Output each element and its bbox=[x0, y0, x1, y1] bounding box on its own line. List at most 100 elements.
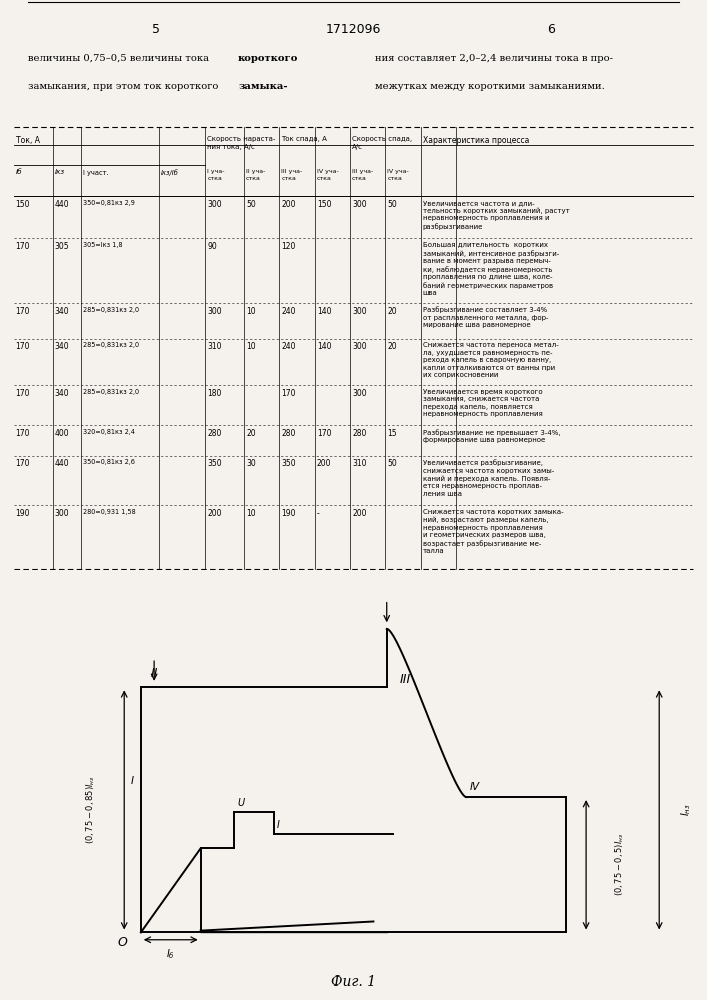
Text: величины 0,75–0,5 величины тока: величины 0,75–0,5 величины тока bbox=[28, 54, 213, 63]
Text: 285=0,831кз 2,0: 285=0,831кз 2,0 bbox=[83, 389, 139, 395]
Text: 170: 170 bbox=[16, 342, 30, 351]
Text: 305=Iкз 1,8: 305=Iкз 1,8 bbox=[83, 242, 122, 248]
Text: 180: 180 bbox=[207, 389, 221, 398]
Text: 5: 5 bbox=[151, 23, 160, 36]
Text: 190: 190 bbox=[16, 509, 30, 518]
Text: замыкания, при этом ток короткого: замыкания, при этом ток короткого bbox=[28, 82, 222, 91]
Text: 170: 170 bbox=[16, 389, 30, 398]
Text: замыка-: замыка- bbox=[239, 82, 288, 91]
Text: 6: 6 bbox=[547, 23, 556, 36]
Text: 300: 300 bbox=[352, 342, 367, 351]
Text: U: U bbox=[238, 798, 245, 808]
Text: Снижается частота переноса метал-
ла, ухудшается равномерность пе-
рехода капель: Снижается частота переноса метал- ла, ух… bbox=[423, 342, 559, 378]
Text: 150: 150 bbox=[16, 200, 30, 209]
Text: 50: 50 bbox=[387, 200, 397, 209]
Text: Увеличивается время короткого
замыкания, снижается частота
перехода капель, появ: Увеличивается время короткого замыкания,… bbox=[423, 389, 542, 417]
Text: Ток спада, А: Ток спада, А bbox=[281, 136, 327, 142]
Text: 170: 170 bbox=[16, 429, 30, 438]
Text: 15: 15 bbox=[387, 429, 397, 438]
Text: 300: 300 bbox=[352, 307, 367, 316]
Text: 300: 300 bbox=[207, 307, 222, 316]
Text: межутках между короткими замыканиями.: межутках между короткими замыканиями. bbox=[375, 82, 604, 91]
Text: 240: 240 bbox=[281, 307, 296, 316]
Text: 200: 200 bbox=[317, 459, 332, 468]
Text: $I_{нз}$: $I_{нз}$ bbox=[679, 804, 693, 816]
Text: Снижается частота коротких замыка-
ний, возрастают размеры капель,
неравномернос: Снижается частота коротких замыка- ний, … bbox=[423, 509, 563, 554]
Text: O: O bbox=[117, 936, 127, 949]
Text: 340: 340 bbox=[54, 342, 69, 351]
Text: 310: 310 bbox=[207, 342, 222, 351]
Text: IV: IV bbox=[469, 782, 480, 792]
Text: 30: 30 bbox=[246, 459, 256, 468]
Text: Разбрызгивание составляет 3-4%
от расплавленного металла, фор-
мирование шва рав: Разбрызгивание составляет 3-4% от распла… bbox=[423, 307, 549, 328]
Text: III: III bbox=[400, 673, 411, 686]
Text: 285=0,831кз 2,0: 285=0,831кз 2,0 bbox=[83, 342, 139, 348]
Text: IV уча-
стка: IV уча- стка bbox=[317, 169, 339, 181]
Text: Iб: Iб bbox=[16, 169, 22, 176]
Text: 320=0,81кз 2,4: 320=0,81кз 2,4 bbox=[83, 429, 134, 435]
Text: 300: 300 bbox=[352, 389, 367, 398]
Text: II: II bbox=[151, 667, 158, 680]
Text: 340: 340 bbox=[54, 389, 69, 398]
Text: 280=0,931 1,58: 280=0,931 1,58 bbox=[83, 509, 135, 515]
Text: 90: 90 bbox=[207, 242, 217, 251]
Text: 10: 10 bbox=[246, 307, 256, 316]
Text: 50: 50 bbox=[387, 459, 397, 468]
Text: Разбрызгивание не превышает 3-4%,
формирование шва равномерное: Разбрызгивание не превышает 3-4%, формир… bbox=[423, 429, 561, 443]
Text: 280: 280 bbox=[352, 429, 366, 438]
Text: 1712096: 1712096 bbox=[326, 23, 381, 36]
Text: 305: 305 bbox=[54, 242, 69, 251]
Text: 10: 10 bbox=[246, 342, 256, 351]
Text: 10: 10 bbox=[246, 509, 256, 518]
Text: 170: 170 bbox=[16, 459, 30, 468]
Text: 200: 200 bbox=[207, 509, 222, 518]
Text: 170: 170 bbox=[281, 389, 296, 398]
Text: 440: 440 bbox=[54, 459, 69, 468]
Text: $(0,75-0,5)I_{нз}$: $(0,75-0,5)I_{нз}$ bbox=[613, 833, 626, 896]
Text: 280: 280 bbox=[207, 429, 221, 438]
Text: IV уча-
стка: IV уча- стка bbox=[387, 169, 409, 181]
Text: 300: 300 bbox=[207, 200, 222, 209]
Text: 300: 300 bbox=[352, 200, 367, 209]
Text: 300: 300 bbox=[54, 509, 69, 518]
Text: Скорость нараста-
ния тока, А/с: Скорость нараста- ния тока, А/с bbox=[207, 136, 276, 150]
Text: 150: 150 bbox=[317, 200, 332, 209]
Text: Фиг. 1: Фиг. 1 bbox=[331, 975, 376, 989]
Text: III уча-
стка: III уча- стка bbox=[281, 169, 303, 181]
Text: Iкз/Iб: Iкз/Iб bbox=[160, 169, 178, 176]
Text: 170: 170 bbox=[16, 242, 30, 251]
Text: 120: 120 bbox=[281, 242, 296, 251]
Text: III уча-
стка: III уча- стка bbox=[352, 169, 373, 181]
Text: Характеристика процесса: Характеристика процесса bbox=[423, 136, 529, 145]
Text: 170: 170 bbox=[317, 429, 332, 438]
Text: I уча-
стка: I уча- стка bbox=[207, 169, 225, 181]
Text: 140: 140 bbox=[317, 307, 332, 316]
Text: Большая длительность  коротких
замыканий, интенсивное разбрызги-
вание в момент : Большая длительность коротких замыканий,… bbox=[423, 242, 559, 296]
Text: 20: 20 bbox=[387, 342, 397, 351]
Text: 350=0,81кз 2,9: 350=0,81кз 2,9 bbox=[83, 200, 134, 206]
Text: Увеличивается частота и дли-
тельность коротких замыканий, растут
неравномерност: Увеличивается частота и дли- тельность к… bbox=[423, 200, 570, 230]
Text: $(0,75-0,85)I_{нз}$: $(0,75-0,85)I_{нз}$ bbox=[85, 776, 98, 844]
Text: $I_{б}$: $I_{б}$ bbox=[166, 947, 175, 961]
Text: I участ.: I участ. bbox=[83, 169, 108, 176]
Text: 190: 190 bbox=[281, 509, 296, 518]
Text: 310: 310 bbox=[352, 459, 367, 468]
Text: 350: 350 bbox=[207, 459, 222, 468]
Text: 440: 440 bbox=[54, 200, 69, 209]
Text: ния составляет 2,0–2,4 величины тока в про-: ния составляет 2,0–2,4 величины тока в п… bbox=[375, 54, 613, 63]
Text: короткого: короткого bbox=[238, 54, 298, 63]
Text: 200: 200 bbox=[352, 509, 367, 518]
Text: -: - bbox=[317, 509, 320, 518]
Text: 350=0,81кз 2,6: 350=0,81кз 2,6 bbox=[83, 459, 134, 465]
Text: II уча-
стка: II уча- стка bbox=[246, 169, 265, 181]
Text: 200: 200 bbox=[281, 200, 296, 209]
Text: 20: 20 bbox=[387, 307, 397, 316]
Text: 170: 170 bbox=[16, 307, 30, 316]
Text: Скорость спада,
А/с: Скорость спада, А/с bbox=[352, 136, 412, 150]
Text: 400: 400 bbox=[54, 429, 69, 438]
Text: 140: 140 bbox=[317, 342, 332, 351]
Text: I: I bbox=[277, 820, 280, 830]
Text: 285=0,831кз 2,0: 285=0,831кз 2,0 bbox=[83, 307, 139, 313]
Text: 280: 280 bbox=[281, 429, 296, 438]
Text: 340: 340 bbox=[54, 307, 69, 316]
